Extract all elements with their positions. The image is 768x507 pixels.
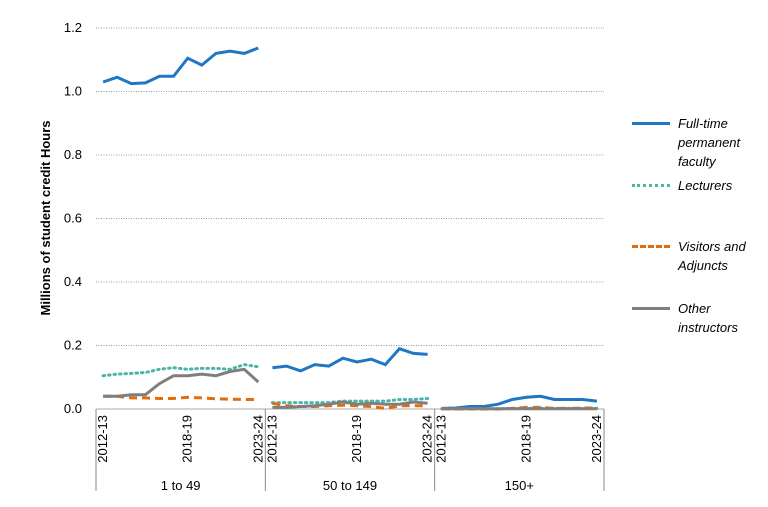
legend-item: Full-time permanent faculty — [632, 114, 768, 171]
series-line — [272, 400, 428, 409]
legend-swatch — [632, 122, 670, 125]
y-tick-label: 0.0 — [64, 401, 82, 416]
x-tick-label: 2012-13 — [95, 415, 110, 463]
y-axis-label: Millions of student credit Hours — [38, 120, 53, 315]
legend-swatch — [632, 245, 670, 248]
legend-swatch — [632, 184, 670, 187]
x-tick-label: 2018-19 — [349, 415, 364, 463]
legend-label: Other instructors — [678, 301, 738, 335]
series-line — [102, 46, 259, 86]
series-line — [103, 394, 259, 401]
x-tick-label: 2012-13 — [264, 415, 279, 463]
legend-label: Visitors and Adjuncts — [678, 239, 746, 273]
x-tick-label: 2023-24 — [250, 415, 265, 463]
y-tick-label: 0.4 — [64, 274, 82, 289]
y-tick-label: 0.8 — [64, 147, 82, 162]
legend-label: Lecturers — [678, 178, 733, 193]
x-tick-label: 2023-24 — [420, 415, 435, 463]
group-label: 50 to 149 — [323, 478, 377, 493]
legend-item: Other instructors — [632, 299, 768, 337]
x-tick-label: 2018-19 — [518, 415, 533, 463]
legend-item: Visitors and Adjuncts — [632, 237, 768, 275]
legend-label: Full-time permanent faculty — [678, 116, 741, 169]
legend-swatch — [632, 307, 670, 310]
group-label: 1 to 49 — [161, 478, 201, 493]
x-tick-label: 2023-24 — [589, 415, 604, 463]
series-line — [441, 394, 598, 410]
y-tick-label: 0.6 — [64, 211, 82, 226]
series-line — [272, 346, 428, 373]
y-tick-label: 1.0 — [64, 84, 82, 99]
x-tick-label: 2018-19 — [180, 415, 195, 463]
series-line — [103, 367, 260, 398]
series-line — [270, 397, 430, 405]
group-label: 150+ — [505, 478, 534, 493]
series-line — [101, 363, 260, 378]
legend-item: Lecturers — [632, 176, 768, 195]
x-tick-label: 2012-13 — [434, 415, 449, 463]
y-tick-label: 0.2 — [64, 338, 82, 353]
y-tick-label: 1.2 — [64, 20, 82, 35]
